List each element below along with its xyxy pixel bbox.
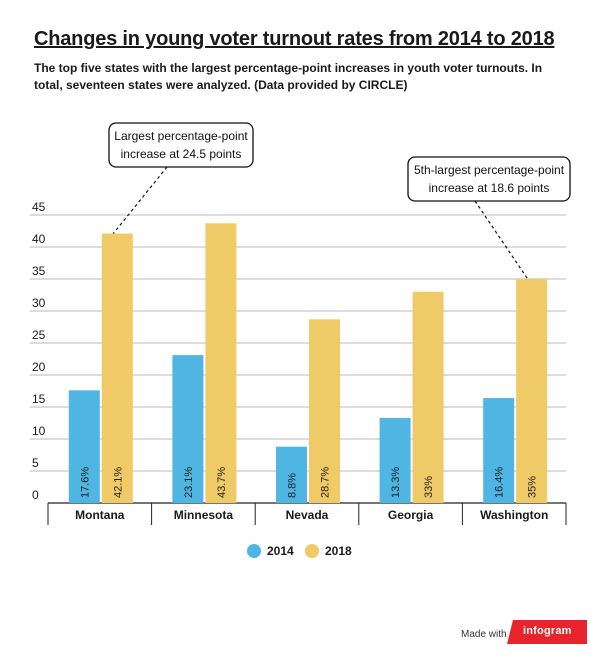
y-tick-label: 45 [32, 200, 46, 214]
y-tick-label: 15 [32, 392, 46, 406]
data-label: 28.7% [320, 467, 332, 498]
legend-marker-2018 [305, 544, 319, 558]
chart-title: Changes in young voter turnout rates fro… [34, 28, 555, 50]
y-tick-label: 0 [32, 488, 39, 502]
annotation-leader [474, 200, 529, 280]
x-tick-label: Washington [480, 508, 548, 522]
annotation-text: increase at 18.6 points [429, 181, 550, 195]
data-label: 17.6% [79, 467, 91, 498]
bar-2014 [379, 417, 411, 503]
x-tick-label: Montana [75, 508, 125, 522]
annotation-text: increase at 24.5 points [121, 147, 242, 161]
infogram-logo[interactable] [507, 620, 587, 644]
bar-2014 [68, 390, 100, 503]
y-tick-label: 10 [32, 424, 46, 438]
chart-subtitle: The top five states with the largest per… [34, 61, 543, 92]
bar-2014 [483, 398, 515, 503]
bar-2018 [516, 279, 548, 503]
data-label: 23.1% [183, 467, 195, 498]
legend-marker-2014 [247, 544, 261, 558]
bar-2018 [412, 291, 444, 503]
bar-2014 [276, 446, 307, 503]
x-tick-label: Nevada [286, 508, 329, 522]
x-tick-label: Georgia [388, 508, 434, 522]
annotation-text: Largest percentage-point [114, 129, 248, 143]
bar-2014 [172, 355, 204, 503]
data-label: 33% [423, 476, 435, 498]
y-tick-label: 5 [32, 456, 39, 470]
made-with-label: Made with [461, 629, 507, 640]
x-tick-label: Minnesota [174, 508, 234, 522]
legend-label: 2018 [325, 544, 352, 558]
infogram-brand-label[interactable]: infogram [523, 625, 572, 637]
annotation-text: 5th-largest percentage-point [414, 163, 565, 177]
y-tick-label: 30 [32, 296, 46, 310]
annotation-leader [112, 166, 168, 234]
data-label: 43.7% [216, 467, 228, 498]
data-label: 8.8% [287, 473, 299, 498]
data-label: 16.4% [494, 467, 506, 498]
y-tick-label: 35 [32, 264, 46, 278]
legend-label: 2014 [267, 544, 294, 558]
y-tick-label: 20 [32, 360, 46, 374]
annotation-box [407, 156, 571, 202]
data-label: 13.3% [390, 467, 402, 498]
y-tick-label: 40 [32, 232, 46, 246]
data-label: 42.1% [112, 467, 124, 498]
bar-2018 [205, 223, 237, 503]
bar-2018 [101, 233, 133, 503]
y-tick-label: 25 [32, 328, 46, 342]
annotation-box [108, 122, 254, 168]
bar-2018 [309, 319, 340, 503]
data-label: 35% [527, 476, 539, 498]
